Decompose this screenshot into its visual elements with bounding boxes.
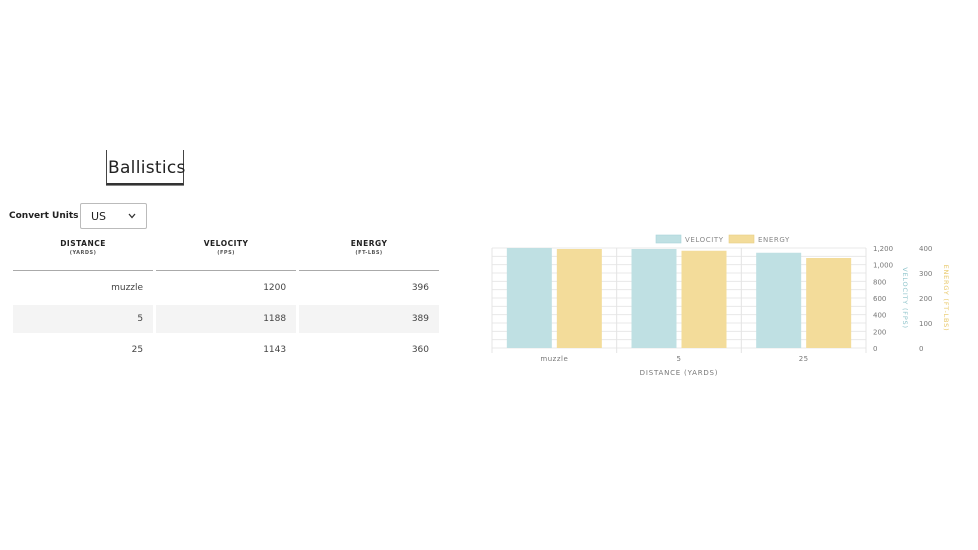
table-row: muzzle 1200 396 — [13, 274, 439, 302]
y-left-tick-label: 1,200 — [873, 245, 893, 253]
y-left-tick-label: 800 — [873, 278, 886, 286]
cell-velocity: 1143 — [263, 345, 287, 355]
bar-energy — [806, 258, 852, 348]
y-left-axis-title: VELOCITY (FPS) — [901, 267, 909, 329]
table-row: 25 1143 360 — [13, 336, 439, 364]
y-right-tick-label: 200 — [919, 295, 932, 303]
legend-label-velocity: VELOCITY — [685, 236, 724, 244]
header-velocity-title: VELOCITY — [203, 239, 249, 248]
y-right-axis-title: ENERGY (FT-LBS) — [942, 265, 950, 332]
cell-velocity: 1188 — [156, 305, 297, 333]
units-select[interactable]: US — [80, 203, 147, 229]
y-right-tick-label: 300 — [919, 270, 932, 278]
ballistics-table: DISTANCE (YARDS) VELOCITY (FPS) ENERGY (… — [10, 234, 442, 364]
header-distance-title: DISTANCE — [60, 239, 106, 248]
x-tick-label: 25 — [799, 355, 809, 363]
table-header-row: DISTANCE (YARDS) VELOCITY (FPS) ENERGY (… — [13, 234, 439, 271]
bar-velocity — [506, 248, 552, 348]
bar-energy — [556, 249, 602, 348]
header-velocity: VELOCITY (FPS) — [156, 234, 297, 271]
cell-distance: muzzle — [111, 283, 144, 293]
legend-label-energy: ENERGY — [758, 236, 790, 244]
y-left-tick-label: 0 — [873, 345, 877, 353]
convert-units-label: Convert Units — [9, 211, 79, 221]
cell-distance: 5 — [13, 305, 154, 333]
y-left-tick-label: 200 — [873, 328, 886, 336]
legend-swatch-energy — [728, 234, 755, 244]
page-title: Ballistics — [108, 158, 186, 178]
table-row: 5 1188 389 — [13, 305, 439, 333]
header-energy-title: ENERGY — [350, 239, 388, 248]
header-energy: ENERGY (FT-LBS) — [299, 234, 439, 271]
header-distance-unit: (YARDS) — [69, 250, 97, 256]
y-left-tick-label: 400 — [873, 312, 886, 320]
y-left-tick-label: 1,000 — [873, 262, 893, 270]
header-velocity-unit: (FPS) — [217, 250, 235, 256]
chevron-down-icon — [128, 213, 136, 219]
y-right-tick-label: 100 — [919, 320, 932, 328]
x-axis-title: DISTANCE (YARDS) — [640, 369, 719, 377]
cell-energy: 389 — [299, 305, 439, 333]
bar-velocity — [631, 249, 677, 348]
page-title-box: Ballistics — [106, 150, 186, 185]
x-tick-label: 5 — [677, 355, 682, 363]
units-select-value: US — [91, 210, 107, 223]
cell-energy: 360 — [411, 345, 429, 355]
cell-energy: 396 — [411, 283, 429, 293]
cell-velocity: 1200 — [263, 283, 287, 293]
y-right-tick-label: 400 — [919, 245, 932, 253]
y-left-tick-label: 600 — [873, 295, 886, 303]
legend-swatch-velocity — [655, 234, 682, 244]
y-right-tick-label: 0 — [919, 345, 923, 353]
x-tick-label: muzzle — [540, 355, 568, 363]
bar-energy — [681, 250, 727, 348]
cell-distance: 25 — [131, 345, 144, 355]
header-distance: DISTANCE (YARDS) — [13, 234, 154, 271]
bar-velocity — [756, 252, 802, 348]
header-energy-unit: (FT-LBS) — [355, 250, 383, 256]
